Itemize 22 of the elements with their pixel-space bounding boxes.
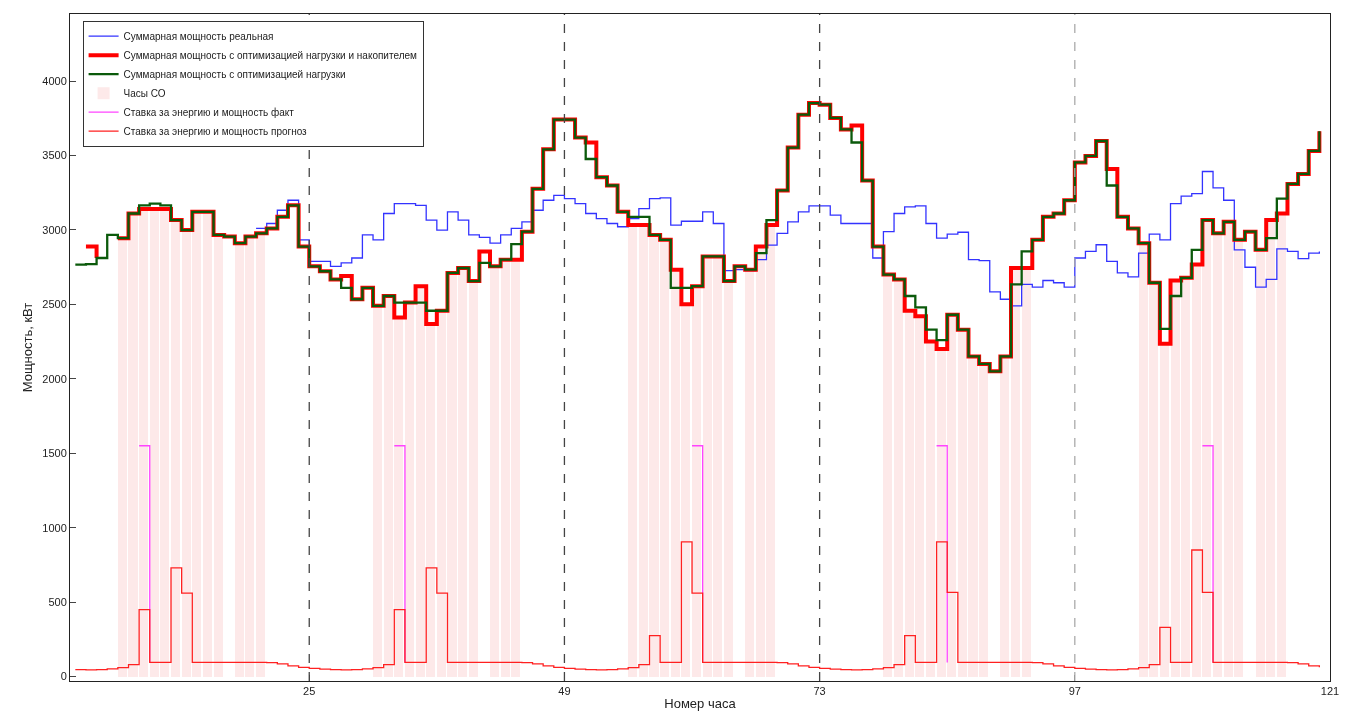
x-tick-label: 97 <box>1068 685 1081 698</box>
y-tick-label: 1500 <box>42 447 67 460</box>
x-tick-label: 25 <box>303 685 316 698</box>
legend-label: Суммарная мощность с оптимизацией нагрузки и накопителем <box>123 50 418 62</box>
y-tick-label: 3000 <box>42 223 67 236</box>
legend-label: Ставка за энергию и мощность прогноз <box>123 126 308 138</box>
legend-label: Часы СО <box>123 88 166 100</box>
x-axis-title: Номер часа <box>664 695 737 711</box>
y-tick-label: 2500 <box>42 298 67 311</box>
y-tick-label: 0 <box>60 670 67 683</box>
legend-label: Суммарная мощность реальная <box>123 31 274 43</box>
y-tick-label: 4000 <box>42 74 67 87</box>
legend-label: Ставка за энергию и мощность факт <box>123 107 295 119</box>
y-tick-label: 2000 <box>42 372 67 385</box>
y-tick-label: 500 <box>48 595 67 608</box>
y-tick-label: 1000 <box>42 521 67 534</box>
y-axis-title: Мощность, кВт <box>20 302 36 393</box>
y-tick-label: 3500 <box>42 149 67 162</box>
x-tick-label: 121 <box>1320 685 1340 698</box>
legend-label: Суммарная мощность с оптимизацией нагрузки <box>123 69 346 81</box>
x-tick-label: 73 <box>813 685 826 698</box>
x-tick-label: 49 <box>558 685 571 698</box>
